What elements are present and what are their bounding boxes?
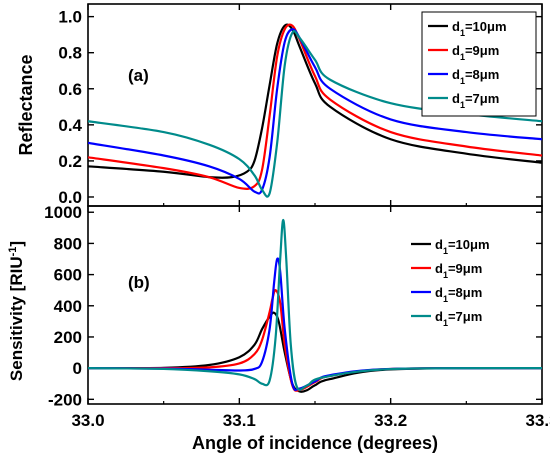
y-tick-label: 0.0 [58,188,82,207]
series-line-2 [88,23,542,190]
y-tick-label: 1000 [44,203,82,222]
series-line-1 [88,311,542,393]
panel-b-legend: d1=10μm d1=9μm d1=8μm d1=7μm [405,230,521,334]
legend-label: d1=7μm [452,91,499,110]
legend-label: d1=8μm [452,67,499,86]
y-tick-label: 200 [54,328,82,347]
panel-b-ylabel: Sensitivity [RIU-1] [7,241,26,381]
y-tick-label: 600 [54,266,82,285]
y-tick-label: 0.4 [58,116,82,135]
panel-b-ylabel-text: Sensitivity [RIU [7,256,26,381]
legend-label: d1=10μm [435,237,490,256]
legend-label: d1=9μm [435,261,482,280]
x-axis-label: Angle of incidence (degrees) [192,433,438,453]
x-tick-label: 33.0 [71,411,104,430]
panel-b-series [88,218,542,393]
panel-b-label: (b) [128,273,150,292]
x-tick-label: 33.3 [525,411,550,430]
series-line-4 [88,218,542,391]
panel-b-ylabel-sup: -1 [7,247,19,257]
y-tick-label: 0.8 [58,44,82,63]
series-line-1 [88,23,542,179]
legend-label: d1=8μm [435,285,482,304]
panel-a-label: (a) [128,66,149,85]
y-tick-label: 0.2 [58,152,82,171]
legend-label: d1=7μm [435,309,482,328]
y-tick-label: 800 [54,234,82,253]
legend-label: d1=10μm [452,19,507,38]
x-tick-label: 33.1 [223,411,256,430]
panel-b-ylabel-end: ] [7,241,26,247]
panel-a-ticks: 0.0 0.2 0.4 0.6 0.8 1.0 [58,4,543,207]
y-tick-label: 0.6 [58,80,82,99]
y-tick-label: 0 [73,359,82,378]
y-tick-label: -200 [48,390,82,409]
legend-label: d1=9μm [452,43,499,62]
series-line-3 [88,28,542,195]
x-tick-label: 33.2 [374,411,407,430]
panel-b-ticks: -200 0 200 400 600 800 1000 33.0 33.1 33.2 33.3 [44,203,550,430]
panel-a-ylabel: Reflectance [16,54,36,155]
panel-a-legend: d1=10μm d1=9μm d1=8μm d1=7μm [421,11,537,117]
series-line-4 [88,30,542,198]
panel-a-series [88,23,542,198]
y-tick-label: 1.0 [58,8,82,27]
y-tick-label: 400 [54,297,82,316]
